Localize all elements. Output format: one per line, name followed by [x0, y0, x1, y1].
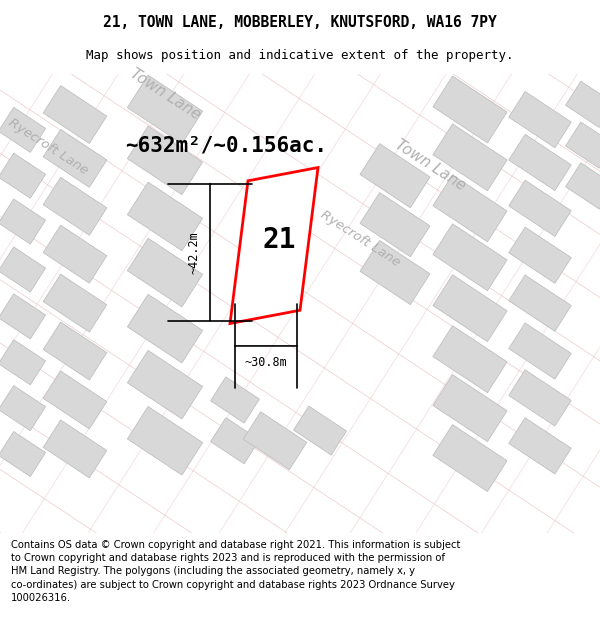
Polygon shape: [0, 386, 46, 431]
Polygon shape: [433, 424, 507, 491]
Polygon shape: [0, 294, 46, 339]
Polygon shape: [433, 124, 507, 191]
Text: Town Lane: Town Lane: [392, 138, 468, 194]
Polygon shape: [433, 175, 507, 242]
Polygon shape: [0, 340, 46, 385]
Text: Contains OS data © Crown copyright and database right 2021. This information is : Contains OS data © Crown copyright and d…: [11, 540, 460, 602]
Polygon shape: [43, 129, 107, 188]
Polygon shape: [127, 238, 203, 307]
Text: Ryecroft Lane: Ryecroft Lane: [318, 208, 402, 269]
Text: 21, TOWN LANE, MOBBERLEY, KNUTSFORD, WA16 7PY: 21, TOWN LANE, MOBBERLEY, KNUTSFORD, WA1…: [103, 14, 497, 29]
Polygon shape: [566, 163, 600, 209]
Polygon shape: [43, 371, 107, 429]
Polygon shape: [360, 192, 430, 257]
Text: Town Lane: Town Lane: [127, 66, 203, 122]
Polygon shape: [509, 180, 571, 236]
Polygon shape: [127, 406, 203, 475]
Polygon shape: [211, 377, 259, 423]
Polygon shape: [360, 144, 430, 208]
Polygon shape: [127, 351, 203, 419]
Polygon shape: [0, 431, 46, 476]
Polygon shape: [509, 323, 571, 379]
Polygon shape: [0, 199, 46, 244]
Polygon shape: [211, 418, 259, 464]
Polygon shape: [509, 227, 571, 283]
Polygon shape: [43, 177, 107, 235]
Polygon shape: [43, 322, 107, 380]
Polygon shape: [127, 126, 203, 195]
Polygon shape: [127, 294, 203, 363]
Polygon shape: [43, 274, 107, 332]
Polygon shape: [230, 168, 318, 324]
Text: ~30.8m: ~30.8m: [245, 356, 287, 369]
Polygon shape: [433, 224, 507, 291]
Polygon shape: [293, 406, 346, 455]
Polygon shape: [433, 275, 507, 342]
Polygon shape: [433, 326, 507, 392]
Text: Ryecroft Lane: Ryecroft Lane: [6, 117, 90, 178]
Polygon shape: [0, 247, 46, 292]
Polygon shape: [243, 412, 307, 470]
Polygon shape: [127, 182, 203, 251]
Polygon shape: [0, 107, 46, 152]
Polygon shape: [509, 91, 571, 148]
Polygon shape: [0, 153, 46, 198]
Polygon shape: [43, 86, 107, 144]
Polygon shape: [509, 134, 571, 191]
Polygon shape: [509, 418, 571, 474]
Polygon shape: [433, 76, 507, 143]
Polygon shape: [566, 122, 600, 168]
Polygon shape: [360, 241, 430, 304]
Polygon shape: [566, 81, 600, 127]
Polygon shape: [127, 75, 203, 144]
Polygon shape: [509, 275, 571, 331]
Polygon shape: [509, 370, 571, 426]
Polygon shape: [433, 375, 507, 441]
Polygon shape: [43, 420, 107, 478]
Polygon shape: [43, 225, 107, 283]
Text: ~632m²/~0.156ac.: ~632m²/~0.156ac.: [125, 135, 327, 155]
Text: ~42.2m: ~42.2m: [187, 231, 200, 274]
Text: Map shows position and indicative extent of the property.: Map shows position and indicative extent…: [86, 49, 514, 62]
Text: 21: 21: [262, 226, 296, 254]
